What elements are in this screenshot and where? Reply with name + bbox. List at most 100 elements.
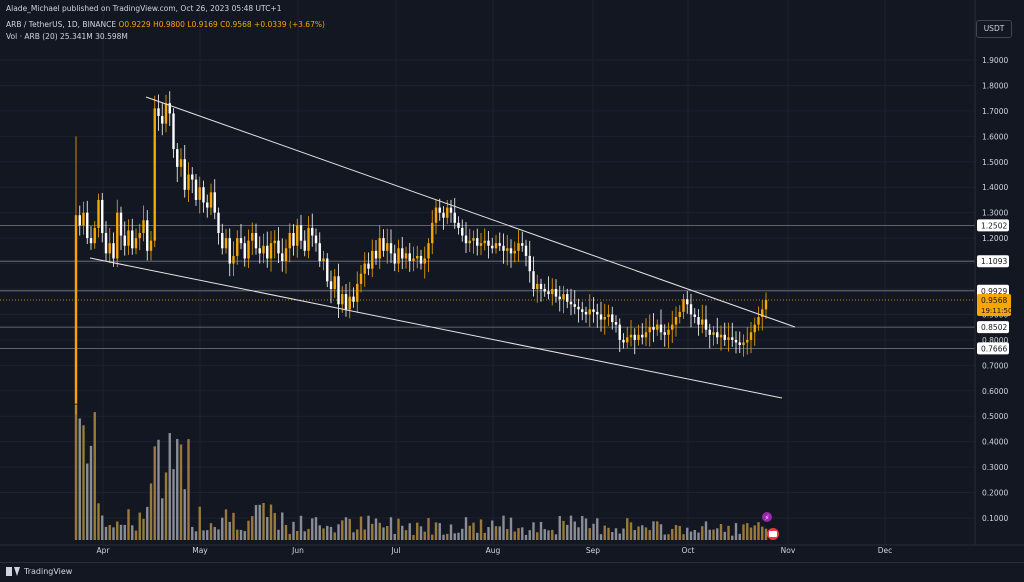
- candle-body: [393, 253, 396, 264]
- candle-body: [408, 253, 411, 262]
- candle-body: [374, 250, 378, 259]
- candle-body: [588, 309, 591, 315]
- volume-bar: [457, 532, 460, 540]
- candle-body: [442, 212, 445, 218]
- candle-body: [277, 240, 280, 254]
- volume-bar: [581, 516, 584, 540]
- ohlc-change: +0.0339 (+3.67%): [254, 20, 325, 29]
- volume-bar: [461, 528, 464, 540]
- candle-body: [187, 174, 190, 190]
- volume-bar: [588, 528, 591, 540]
- volume-bar: [149, 483, 153, 540]
- candle-body: [74, 215, 78, 404]
- volume-bar: [607, 527, 610, 540]
- volume-bar: [146, 506, 149, 540]
- x-tick-label: Sep: [586, 546, 600, 555]
- candle-body: [524, 245, 528, 256]
- candle-body: [491, 245, 494, 249]
- volume-bar: [101, 515, 104, 540]
- volume-bar: [734, 523, 738, 540]
- volume-bar: [641, 525, 644, 540]
- symbol-name[interactable]: ARB / TetherUS, 1D, BINANCE: [6, 20, 117, 29]
- y-tick-label: 1.8000: [982, 81, 1008, 90]
- brand-name: TradingView: [24, 567, 73, 576]
- candle-body: [149, 240, 153, 251]
- candle-body: [487, 240, 490, 246]
- candle-body: [453, 212, 456, 223]
- tradingview-logo[interactable]: TradingView: [6, 567, 72, 576]
- currency-button[interactable]: USDT: [976, 20, 1012, 38]
- volume-bar: [348, 518, 351, 540]
- candle-body: [386, 243, 389, 251]
- volume-bar: [236, 529, 239, 540]
- volume-legend: Vol · ARB (20) 25.341M 30.598M: [6, 32, 128, 41]
- candle-body: [296, 225, 299, 246]
- candle-body: [198, 187, 201, 200]
- volume-bars: [74, 405, 768, 540]
- candle-body: [614, 322, 618, 325]
- candle-body: [86, 212, 89, 239]
- volume-bar: [648, 530, 651, 540]
- candle-body: [254, 233, 258, 249]
- candle-body: [382, 238, 385, 251]
- volume-bar: [674, 525, 678, 540]
- current-price-tag: [977, 293, 1011, 316]
- candle-body: [577, 306, 580, 310]
- candle-body: [412, 258, 415, 262]
- candle-body: [749, 332, 753, 340]
- candle-body: [288, 233, 291, 249]
- volume-bar: [738, 533, 741, 540]
- y-tick-label: 0.3000: [982, 463, 1008, 472]
- volume-bar: [753, 525, 756, 540]
- volume-bar: [284, 524, 288, 540]
- candle-body: [697, 316, 700, 325]
- volume-bar: [299, 515, 303, 540]
- volume-bar: [599, 534, 603, 540]
- candle-body: [228, 238, 231, 264]
- candle-body: [596, 311, 599, 315]
- volume-bar: [194, 531, 198, 540]
- candle-body: [89, 238, 93, 244]
- volume-bar: [412, 534, 415, 540]
- candle-body: [337, 276, 340, 305]
- volume-bar: [716, 528, 719, 540]
- price-level-label: 0.8502: [981, 323, 1007, 332]
- candle-body: [247, 240, 250, 259]
- candle-body: [161, 115, 164, 124]
- candle-body: [712, 332, 715, 335]
- candle-body: [498, 243, 501, 246]
- candle-body: [153, 108, 156, 241]
- price-chart[interactable]: 1.9000 1.8000 1.7000 1.6000 1.5000 1.4000 1.30…: [0, 0, 1024, 562]
- volume-bar: [281, 512, 284, 540]
- volume-bar: [164, 472, 168, 540]
- volume-bar: [742, 524, 745, 540]
- candle-body: [341, 294, 344, 305]
- volume-bar: [629, 522, 633, 540]
- event-marker-icon[interactable]: [762, 512, 772, 522]
- candle-body: [243, 243, 246, 259]
- volume-bar: [573, 521, 576, 540]
- volume-bar: [371, 523, 374, 540]
- volume-bar: [731, 535, 734, 540]
- volume-bar: [746, 523, 749, 540]
- price-level-tag: [977, 321, 1009, 334]
- volume-bar: [502, 515, 505, 540]
- volume-bar: [318, 525, 321, 540]
- volume-bar: [386, 526, 389, 540]
- candle-body: [584, 311, 588, 315]
- candle-body: [637, 334, 640, 340]
- volume-bar: [449, 524, 453, 540]
- volume-bar: [682, 534, 685, 540]
- candle-body: [299, 225, 303, 241]
- volume-bar: [262, 502, 265, 540]
- candle-body: [693, 314, 696, 317]
- volume-label[interactable]: Vol · ARB (20): [6, 32, 58, 41]
- volume-bar: [712, 529, 715, 540]
- volume-bar: [202, 530, 205, 540]
- candle-body: [607, 314, 610, 317]
- candle-body: [464, 235, 468, 244]
- volume-bar: [247, 520, 250, 540]
- volume-bar: [416, 522, 419, 540]
- candle-body: [397, 248, 400, 264]
- candle-body: [671, 324, 674, 330]
